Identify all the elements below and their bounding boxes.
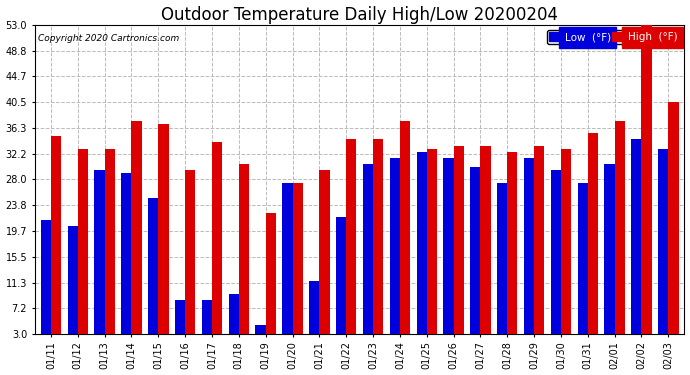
Bar xyxy=(293,183,303,334)
Bar xyxy=(507,152,518,334)
Bar xyxy=(68,226,78,334)
Bar xyxy=(336,216,346,334)
Bar xyxy=(426,148,437,334)
Bar xyxy=(41,220,51,334)
Bar xyxy=(121,173,132,334)
Bar xyxy=(158,124,168,334)
Bar xyxy=(175,300,185,334)
Bar xyxy=(400,121,410,334)
Bar xyxy=(470,167,480,334)
Legend: Low  (°F), High  (°F): Low (°F), High (°F) xyxy=(547,30,679,45)
Bar xyxy=(390,158,400,334)
Bar xyxy=(453,146,464,334)
Bar xyxy=(588,133,598,334)
Bar xyxy=(212,142,222,334)
Bar xyxy=(669,102,678,334)
Bar xyxy=(228,294,239,334)
Bar xyxy=(185,170,195,334)
Bar xyxy=(51,136,61,334)
Bar xyxy=(658,148,669,334)
Bar xyxy=(95,170,105,334)
Bar xyxy=(373,140,383,334)
Bar xyxy=(578,183,588,334)
Bar xyxy=(239,164,249,334)
Text: Copyright 2020 Cartronics.com: Copyright 2020 Cartronics.com xyxy=(38,34,179,44)
Bar xyxy=(309,281,319,334)
Bar xyxy=(417,152,426,334)
Bar xyxy=(524,158,534,334)
Bar xyxy=(497,183,507,334)
Bar xyxy=(148,198,158,334)
Bar xyxy=(346,140,357,334)
Bar xyxy=(132,121,141,334)
Bar xyxy=(105,148,115,334)
Bar xyxy=(615,121,625,334)
Bar xyxy=(480,146,491,334)
Bar xyxy=(78,148,88,334)
Bar xyxy=(642,22,651,334)
Bar xyxy=(604,164,615,334)
Title: Outdoor Temperature Daily High/Low 20200204: Outdoor Temperature Daily High/Low 20200… xyxy=(161,6,558,24)
Bar xyxy=(363,164,373,334)
Bar xyxy=(631,140,642,334)
Bar xyxy=(551,170,561,334)
Bar xyxy=(255,324,266,334)
Bar xyxy=(444,158,453,334)
Bar xyxy=(319,170,330,334)
Bar xyxy=(561,148,571,334)
Bar xyxy=(266,213,276,334)
Bar xyxy=(201,300,212,334)
Bar xyxy=(282,183,293,334)
Bar xyxy=(534,146,544,334)
